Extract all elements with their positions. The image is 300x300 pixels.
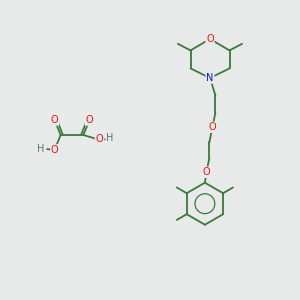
Text: H: H <box>38 143 45 154</box>
Text: O: O <box>202 167 210 177</box>
Text: O: O <box>208 122 216 132</box>
Text: N: N <box>206 73 214 83</box>
Text: O: O <box>51 115 58 125</box>
Text: O: O <box>206 34 214 44</box>
Text: O: O <box>51 145 58 155</box>
Text: O: O <box>95 134 103 145</box>
Text: H: H <box>106 133 113 143</box>
Text: O: O <box>85 115 93 125</box>
